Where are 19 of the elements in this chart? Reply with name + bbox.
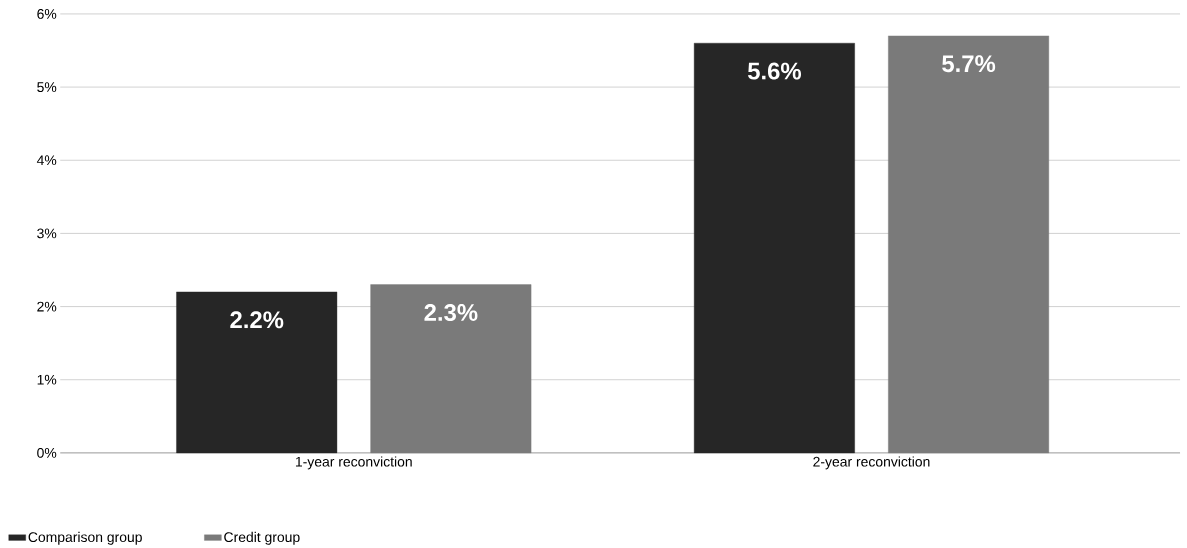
x-tick-label: 2-year reconviction [813, 456, 930, 470]
bar [888, 35, 1050, 453]
legend-label: Comparison group [28, 531, 142, 545]
data-label: 2.2% [230, 311, 284, 329]
x-tick-label: 1-year reconviction [295, 456, 412, 470]
y-tick-label: 4% [36, 155, 57, 165]
bar [370, 284, 532, 453]
y-tick-label: 5% [37, 81, 57, 92]
data-label: 5.7% [942, 55, 996, 72]
y-tick-label: 1% [37, 374, 57, 385]
bar [176, 291, 338, 453]
y-tick-label: 3% [37, 228, 57, 239]
y-tick-label: 6% [37, 8, 57, 19]
y-tick-label: 0% [37, 447, 57, 458]
data-label: 5.6% [747, 62, 802, 80]
bar [693, 42, 855, 453]
data-label: 2.3% [424, 303, 478, 321]
y-tick-label: 2% [37, 301, 57, 312]
legend-label: Credit group [224, 531, 300, 545]
